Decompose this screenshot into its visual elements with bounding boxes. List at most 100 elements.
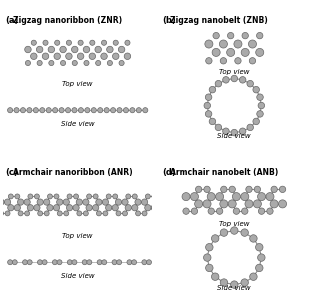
Circle shape bbox=[231, 281, 238, 288]
Circle shape bbox=[110, 108, 116, 113]
Circle shape bbox=[37, 61, 42, 65]
Circle shape bbox=[219, 40, 227, 48]
Circle shape bbox=[18, 211, 23, 216]
Circle shape bbox=[279, 186, 286, 192]
Text: (d): (d) bbox=[162, 168, 176, 177]
Text: Side view: Side view bbox=[61, 121, 95, 127]
Circle shape bbox=[125, 40, 130, 45]
Circle shape bbox=[203, 200, 211, 208]
Circle shape bbox=[5, 211, 10, 216]
Circle shape bbox=[145, 194, 150, 199]
Circle shape bbox=[113, 40, 118, 45]
Circle shape bbox=[271, 186, 277, 192]
Circle shape bbox=[12, 260, 17, 265]
Circle shape bbox=[87, 260, 92, 265]
Circle shape bbox=[239, 128, 246, 135]
Circle shape bbox=[256, 244, 263, 251]
Circle shape bbox=[141, 199, 148, 205]
Circle shape bbox=[28, 194, 33, 199]
Circle shape bbox=[212, 48, 220, 56]
Circle shape bbox=[93, 205, 99, 211]
Circle shape bbox=[241, 208, 248, 214]
Circle shape bbox=[132, 205, 138, 211]
Circle shape bbox=[60, 46, 66, 53]
Circle shape bbox=[66, 40, 71, 45]
Circle shape bbox=[253, 200, 261, 208]
Circle shape bbox=[215, 124, 222, 131]
Circle shape bbox=[125, 205, 131, 211]
Circle shape bbox=[208, 208, 214, 214]
Circle shape bbox=[77, 211, 82, 216]
Circle shape bbox=[22, 260, 27, 265]
Circle shape bbox=[14, 205, 21, 211]
Circle shape bbox=[107, 61, 112, 65]
Circle shape bbox=[124, 108, 129, 113]
Circle shape bbox=[93, 194, 98, 199]
Circle shape bbox=[17, 199, 24, 205]
Text: Top view: Top view bbox=[62, 233, 93, 239]
Circle shape bbox=[24, 199, 30, 205]
Circle shape bbox=[209, 86, 216, 93]
Circle shape bbox=[72, 61, 77, 65]
Circle shape bbox=[95, 61, 101, 65]
Circle shape bbox=[266, 192, 274, 201]
Circle shape bbox=[206, 58, 212, 64]
Circle shape bbox=[112, 260, 117, 265]
Text: (b): (b) bbox=[162, 16, 176, 24]
Circle shape bbox=[123, 211, 128, 216]
Circle shape bbox=[49, 61, 54, 65]
Circle shape bbox=[25, 46, 31, 53]
Text: Top view: Top view bbox=[62, 81, 93, 87]
Circle shape bbox=[91, 108, 96, 113]
Circle shape bbox=[64, 211, 69, 216]
Circle shape bbox=[83, 211, 88, 216]
Circle shape bbox=[220, 279, 228, 286]
Circle shape bbox=[113, 53, 119, 59]
Text: Top view: Top view bbox=[219, 69, 250, 75]
Circle shape bbox=[34, 194, 39, 199]
Circle shape bbox=[73, 205, 79, 211]
Circle shape bbox=[205, 40, 213, 48]
Circle shape bbox=[105, 205, 112, 211]
Circle shape bbox=[256, 48, 264, 56]
Circle shape bbox=[102, 260, 107, 265]
Circle shape bbox=[231, 227, 238, 234]
Circle shape bbox=[258, 102, 265, 109]
Circle shape bbox=[124, 53, 131, 59]
Circle shape bbox=[46, 108, 51, 113]
Circle shape bbox=[31, 53, 37, 59]
Circle shape bbox=[216, 192, 224, 201]
Circle shape bbox=[241, 229, 248, 236]
Circle shape bbox=[82, 260, 87, 265]
Circle shape bbox=[53, 108, 58, 113]
Circle shape bbox=[96, 199, 102, 205]
Circle shape bbox=[270, 200, 278, 208]
Text: Zigzag nanoribbon (ZNR): Zigzag nanoribbon (ZNR) bbox=[13, 16, 123, 24]
Text: Zigzag nanobelt (ZNB): Zigzag nanobelt (ZNB) bbox=[170, 16, 268, 24]
Circle shape bbox=[250, 235, 257, 242]
Circle shape bbox=[96, 211, 101, 216]
Circle shape bbox=[34, 205, 40, 211]
Circle shape bbox=[206, 264, 213, 272]
Text: (a): (a) bbox=[5, 16, 19, 24]
Circle shape bbox=[53, 205, 60, 211]
Circle shape bbox=[77, 53, 84, 59]
Circle shape bbox=[104, 108, 109, 113]
Circle shape bbox=[42, 53, 49, 59]
Circle shape bbox=[220, 200, 228, 208]
Circle shape bbox=[223, 128, 229, 135]
Circle shape bbox=[66, 108, 71, 113]
Circle shape bbox=[44, 199, 50, 205]
Circle shape bbox=[239, 76, 246, 83]
Circle shape bbox=[25, 211, 30, 216]
Circle shape bbox=[231, 75, 237, 82]
Circle shape bbox=[57, 211, 62, 216]
Circle shape bbox=[249, 58, 256, 64]
Text: Armchair nanobelt (ANB): Armchair nanobelt (ANB) bbox=[170, 168, 278, 177]
Circle shape bbox=[258, 208, 265, 214]
Text: Side view: Side view bbox=[217, 133, 251, 139]
Circle shape bbox=[223, 76, 229, 83]
Circle shape bbox=[205, 111, 212, 117]
Circle shape bbox=[136, 211, 140, 216]
Circle shape bbox=[117, 108, 122, 113]
